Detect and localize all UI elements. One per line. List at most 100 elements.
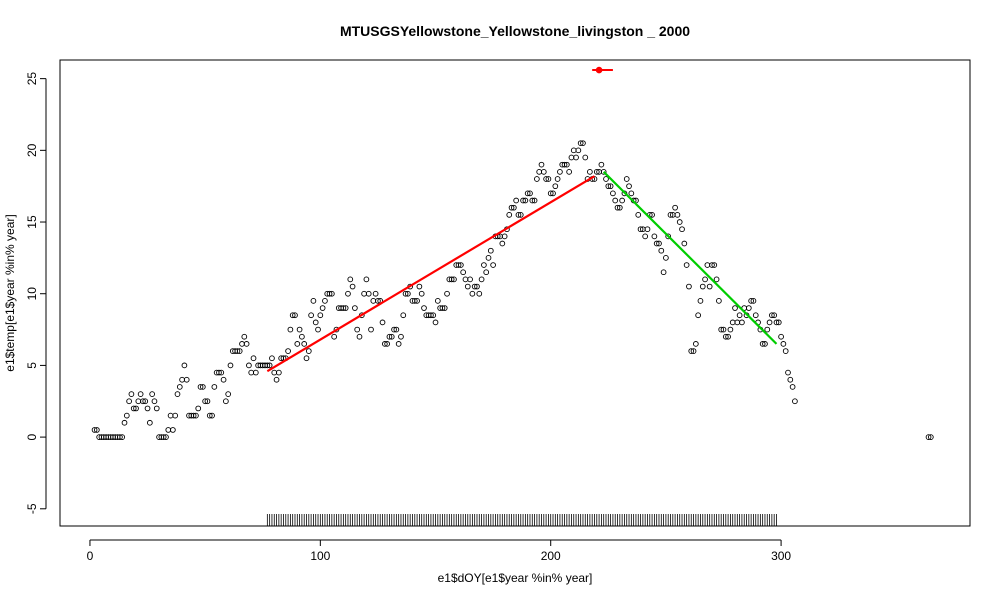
data-point [713, 276, 720, 283]
data-point [529, 197, 536, 204]
plot-frame [59, 59, 971, 527]
data-point [610, 190, 616, 197]
data-point [729, 319, 736, 326]
data-point [766, 319, 773, 326]
data-point [140, 398, 146, 405]
data-point [269, 355, 275, 362]
data-point [734, 319, 741, 326]
data-point [400, 312, 407, 319]
data-point [688, 348, 695, 354]
data-point [137, 391, 144, 397]
data-point [375, 298, 381, 304]
data-point [402, 290, 409, 297]
data-point [241, 333, 248, 340]
data-point [354, 326, 361, 333]
data-point [183, 376, 190, 383]
data-point [195, 405, 202, 412]
data-point [649, 212, 655, 218]
data-point [520, 197, 526, 204]
data-point [289, 312, 296, 319]
data-point [699, 283, 706, 290]
data-point [709, 262, 715, 268]
data-point [170, 427, 176, 433]
data-point [603, 176, 609, 182]
data-point [464, 283, 471, 290]
data-point [439, 305, 446, 311]
data-point [142, 398, 149, 405]
data-point [342, 305, 349, 311]
data-point [345, 290, 351, 297]
data-point [665, 233, 672, 240]
data-point [176, 384, 183, 390]
y-tick-label: 15 [25, 215, 39, 229]
data-point [126, 398, 132, 405]
data-point [352, 305, 358, 311]
data-point [554, 176, 561, 182]
data-point [736, 312, 743, 319]
data-point [405, 290, 411, 297]
data-point [365, 290, 372, 297]
data-point [716, 298, 722, 304]
data-point [292, 312, 298, 319]
data-point [197, 384, 204, 390]
data-point [119, 434, 126, 440]
data-point [190, 412, 197, 419]
data-point [317, 312, 324, 319]
data-point [266, 362, 273, 369]
data-point [490, 262, 496, 268]
data-point [193, 412, 199, 419]
data-point [561, 161, 568, 168]
data-point [308, 312, 314, 319]
x-tick-label: 0 [87, 549, 94, 563]
data-point [534, 176, 540, 182]
peak-marker [595, 66, 603, 74]
rug-layer [266, 514, 777, 526]
data-point [674, 212, 681, 218]
y-tick-label: -5 [25, 503, 39, 514]
data-point [458, 262, 464, 268]
data-point [732, 305, 738, 311]
data-point [587, 168, 593, 175]
data-point [204, 398, 211, 405]
data-point [315, 326, 321, 333]
data-point [635, 212, 642, 218]
data-point [547, 190, 554, 197]
trend-line [602, 171, 778, 345]
data-point [725, 333, 731, 340]
data-point [398, 333, 404, 340]
data-point [536, 168, 543, 175]
data-point [623, 176, 630, 182]
data-point [695, 312, 702, 319]
data-point [388, 333, 395, 340]
data-point [481, 262, 487, 268]
data-point [356, 333, 363, 340]
data-point [227, 362, 234, 369]
data-point [370, 298, 377, 304]
data-point [121, 419, 128, 426]
data-point [146, 419, 153, 426]
data-point [566, 168, 572, 175]
data-point [331, 333, 338, 340]
data-point [273, 376, 280, 383]
y-tick-label: 10 [25, 287, 39, 301]
chart-title: MTUSGSYellowstone_Yellowstone_livingston… [340, 23, 690, 39]
data-point [582, 154, 589, 161]
data-point [697, 298, 704, 304]
data-point [517, 212, 524, 218]
data-point [123, 412, 130, 419]
data-point [414, 298, 420, 304]
data-point [499, 240, 506, 247]
data-point [368, 326, 374, 333]
data-point [600, 168, 607, 175]
data-point [384, 341, 390, 347]
data-point [711, 262, 718, 268]
data-point [692, 341, 699, 347]
data-point [218, 369, 225, 376]
data-point [727, 326, 734, 333]
data-point [276, 369, 282, 376]
data-point [720, 326, 727, 333]
data-point [626, 183, 632, 190]
data-point [167, 412, 174, 419]
data-point [780, 341, 787, 347]
data-point [434, 298, 441, 304]
